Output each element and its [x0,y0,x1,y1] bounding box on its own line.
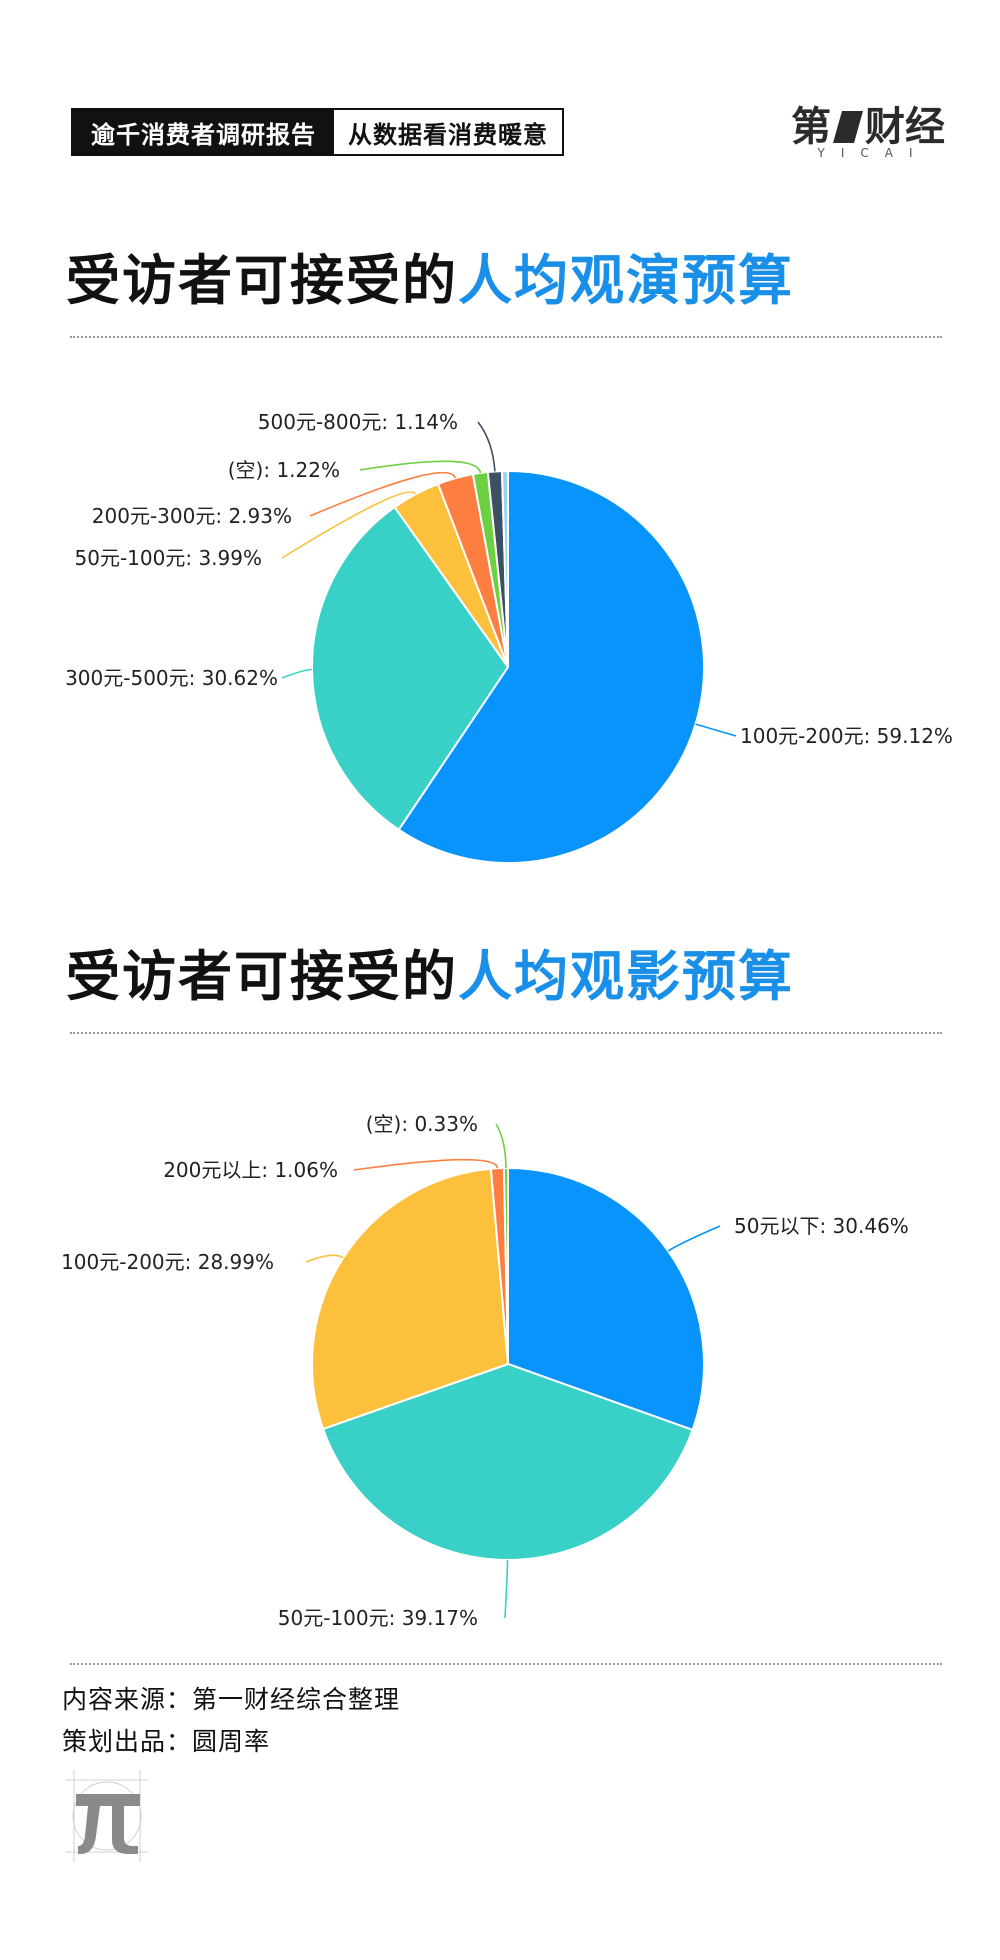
chart1-slice-label-3: 200元-300元: 2.93% [92,504,292,528]
logo-slash-mark [833,111,863,143]
section2-title: 受访者可接受的人均观影预算 [66,932,794,1011]
chart1-leader-line-2 [281,491,417,559]
chart2-slice-4 [502,1166,509,1365]
source-note: 内容来源：第一财经综合整理 [62,1685,401,1714]
yicai-logo: 第 财经 YICAI [790,106,946,164]
section1-title-plain: 受访者可接受的 [66,249,458,312]
section1-title-highlight: 人均观演预算 [458,249,794,312]
section2-divider [70,1032,942,1034]
performance-budget-pie-chart: 100元-200元: 59.12% 300元-500元: 30.62% 50元-10… [65,410,953,864]
chart2-slice-2 [311,1167,510,1431]
logo-subtitle: YICAI [817,146,929,160]
chart1-leader-line-1 [281,668,313,679]
chart1-leader-line-0 [695,723,737,737]
chart1-leader-line-4 [359,460,482,474]
footer-divider [70,1663,942,1665]
report-tag-subtitle: 从数据看消费暖意 [334,110,562,154]
chart2-leader-line-3 [353,1158,499,1171]
chart2-slice-0 [507,1166,705,1432]
section1-divider [70,336,942,338]
section2-title-highlight: 人均观影预算 [458,945,794,1008]
chart2-leader-line-4 [495,1123,507,1169]
chart2-slice-label-4: (空): 0.33% [366,1112,478,1136]
chart1-slice-label-1: 300元-500元: 30.62% [65,666,278,690]
logo-char-left: 第 [791,104,831,150]
producer-note: 策划出品：圆周率 [62,1727,271,1756]
chart1-slice-label-5: 500元-800元: 1.14% [258,410,458,434]
logo-chars-right: 财经 [865,104,945,150]
section2-title-plain: 受访者可接受的 [66,945,458,1008]
report-tag: 逾千消费者调研报告 从数据看消费暖意 [71,108,564,156]
pi-logo-icon [66,1770,148,1862]
section1-title: 受访者可接受的人均观演预算 [66,236,794,315]
chart2-slice-label-1: 50元-100元: 39.17% [278,1606,478,1630]
chart2-leader-line-2 [305,1254,344,1263]
chart2-leader-line-1 [504,1559,509,1619]
chart1-leader-line-3 [309,471,457,517]
chart2-slice-label-3: 200元以上: 1.06% [163,1158,338,1182]
chart2-leader-line-0 [667,1225,721,1252]
chart2-slice-label-2: 100元-200元: 28.99% [61,1250,274,1274]
movie-budget-pie-chart: 50元以下: 30.46% 50元-100元: 39.17% 100元-200元: … [61,1112,909,1630]
chart1-slice-0 [397,469,705,864]
report-tag-series: 逾千消费者调研报告 [73,110,334,154]
chart1-slice-label-0: 100元-200元: 59.12% [740,724,953,748]
chart1-slice-6 [500,469,509,668]
chart1-leader-line-5 [477,421,496,472]
chart2-slice-1 [321,1362,694,1561]
chart2-slice-label-0: 50元以下: 30.46% [734,1214,909,1238]
chart1-slice-label-4: (空): 1.22% [228,458,340,482]
chart1-slice-label-2: 50元-100元: 3.99% [75,546,262,570]
chart1-slice-1 [311,505,510,832]
